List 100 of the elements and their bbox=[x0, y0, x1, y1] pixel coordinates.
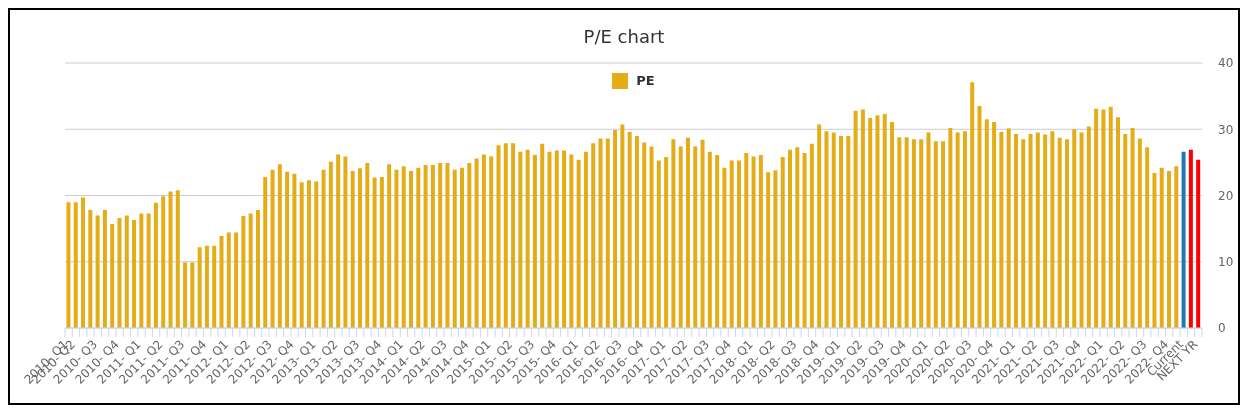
bar bbox=[285, 171, 290, 328]
bar bbox=[605, 138, 610, 328]
bar bbox=[693, 146, 698, 328]
bar bbox=[620, 124, 625, 328]
bar bbox=[758, 155, 763, 328]
bar bbox=[438, 163, 443, 328]
bar bbox=[117, 218, 122, 328]
bar bbox=[350, 170, 355, 328]
bar bbox=[1028, 133, 1033, 328]
bar bbox=[773, 170, 778, 328]
bar bbox=[95, 215, 100, 328]
bar bbox=[292, 173, 297, 328]
bar bbox=[146, 213, 151, 328]
bar bbox=[343, 156, 348, 328]
bar bbox=[496, 145, 501, 328]
bar bbox=[554, 150, 559, 328]
bar bbox=[1123, 133, 1128, 328]
bar bbox=[511, 143, 516, 328]
bar bbox=[868, 117, 873, 328]
y-tick-label: 0 bbox=[1218, 321, 1226, 336]
y-tick-label: 20 bbox=[1218, 188, 1234, 203]
bar bbox=[970, 82, 975, 328]
bar bbox=[780, 157, 785, 328]
bar bbox=[277, 164, 282, 328]
bar bbox=[1196, 159, 1201, 328]
bar bbox=[387, 164, 392, 328]
y-tick-label: 30 bbox=[1218, 122, 1234, 137]
bar bbox=[1145, 147, 1150, 328]
bar bbox=[722, 167, 727, 328]
bar bbox=[241, 216, 246, 328]
bar bbox=[445, 163, 450, 328]
bar bbox=[132, 220, 137, 328]
bar bbox=[853, 110, 858, 328]
bar bbox=[153, 202, 158, 328]
bar bbox=[941, 141, 946, 328]
chart-title: P/E chart bbox=[582, 26, 666, 48]
bar bbox=[1064, 139, 1069, 328]
bar bbox=[88, 210, 93, 328]
bar bbox=[642, 142, 647, 328]
bar bbox=[766, 172, 771, 328]
bar bbox=[824, 131, 829, 328]
bar bbox=[926, 132, 931, 328]
bar bbox=[707, 151, 712, 328]
bar bbox=[831, 132, 836, 328]
bar bbox=[671, 139, 676, 328]
bar bbox=[379, 176, 384, 328]
bar bbox=[365, 163, 370, 328]
bar bbox=[1021, 139, 1026, 328]
bar bbox=[423, 165, 428, 328]
bar bbox=[664, 157, 669, 328]
bar bbox=[248, 213, 253, 328]
bar bbox=[124, 215, 129, 328]
bar bbox=[890, 121, 895, 328]
bar bbox=[1043, 134, 1048, 328]
bar bbox=[569, 154, 574, 328]
bar bbox=[576, 159, 581, 328]
bar bbox=[744, 153, 749, 328]
bar bbox=[678, 146, 683, 328]
bar bbox=[358, 168, 362, 328]
bar bbox=[919, 139, 924, 328]
bar bbox=[751, 156, 756, 328]
bar bbox=[1086, 126, 1091, 328]
bar bbox=[270, 169, 275, 328]
bar bbox=[1079, 132, 1084, 328]
y-tick-label: 40 bbox=[1218, 56, 1234, 71]
bar bbox=[955, 132, 960, 328]
bar bbox=[1167, 170, 1172, 328]
bar bbox=[1137, 138, 1142, 328]
bar bbox=[481, 154, 486, 328]
bar bbox=[634, 135, 639, 328]
bar bbox=[1188, 149, 1193, 328]
bar bbox=[532, 155, 537, 328]
bar bbox=[460, 167, 465, 328]
bar bbox=[328, 161, 333, 328]
legend-label: PE bbox=[636, 73, 655, 89]
bar bbox=[788, 149, 793, 328]
bar bbox=[1072, 129, 1077, 328]
bar bbox=[948, 127, 953, 328]
bar bbox=[219, 235, 224, 328]
bar bbox=[197, 247, 202, 328]
bar bbox=[336, 154, 341, 328]
bar bbox=[1050, 131, 1055, 328]
bar bbox=[715, 155, 720, 328]
bar bbox=[999, 131, 1004, 328]
bar bbox=[416, 167, 421, 328]
bar bbox=[583, 151, 588, 328]
bar bbox=[1035, 132, 1040, 328]
bar bbox=[467, 163, 472, 328]
bar bbox=[1152, 172, 1157, 328]
bar bbox=[1006, 128, 1011, 328]
bar bbox=[161, 196, 166, 328]
bar bbox=[911, 139, 916, 328]
bar bbox=[401, 166, 406, 328]
bar bbox=[882, 114, 887, 328]
bar bbox=[1094, 108, 1099, 328]
bar bbox=[299, 182, 304, 328]
bar bbox=[81, 197, 86, 328]
bar bbox=[897, 137, 902, 328]
bar bbox=[562, 150, 567, 328]
bar bbox=[474, 158, 479, 328]
